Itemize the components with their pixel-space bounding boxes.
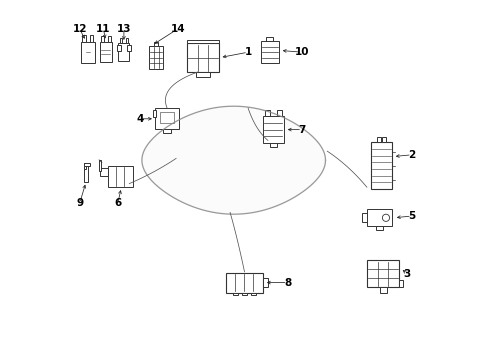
- Text: 12: 12: [72, 24, 87, 34]
- Bar: [107, 166, 133, 187]
- Text: 5: 5: [407, 211, 415, 221]
- Bar: [251, 292, 255, 295]
- Bar: [263, 116, 283, 143]
- Bar: [84, 163, 86, 169]
- Bar: [366, 260, 399, 287]
- Bar: [127, 45, 130, 51]
- Bar: [163, 129, 171, 133]
- Bar: [370, 142, 391, 189]
- Text: 7: 7: [298, 125, 305, 135]
- Bar: [362, 213, 366, 222]
- Bar: [242, 292, 246, 295]
- Bar: [265, 37, 273, 41]
- Bar: [381, 137, 385, 142]
- Bar: [120, 38, 122, 43]
- Text: 3: 3: [403, 269, 410, 279]
- Text: 2: 2: [407, 150, 415, 160]
- Bar: [375, 226, 382, 230]
- Bar: [233, 292, 237, 295]
- Bar: [84, 163, 90, 166]
- Bar: [269, 143, 276, 148]
- Text: 10: 10: [294, 47, 309, 57]
- Bar: [155, 108, 179, 129]
- Text: 11: 11: [96, 24, 110, 34]
- Bar: [125, 38, 128, 43]
- Text: 4: 4: [136, 114, 143, 124]
- Text: 8: 8: [284, 278, 291, 288]
- Bar: [264, 110, 269, 116]
- Text: 1: 1: [244, 47, 251, 57]
- Polygon shape: [142, 106, 325, 214]
- Bar: [376, 137, 380, 142]
- Bar: [100, 42, 112, 62]
- Bar: [366, 209, 392, 226]
- Bar: [99, 160, 101, 171]
- Bar: [186, 40, 219, 43]
- Bar: [101, 36, 104, 42]
- Bar: [108, 36, 111, 42]
- Bar: [379, 287, 386, 293]
- Bar: [81, 42, 95, 63]
- Bar: [260, 41, 278, 63]
- Bar: [226, 273, 262, 292]
- Bar: [118, 43, 129, 61]
- Text: 6: 6: [114, 198, 121, 208]
- Bar: [276, 110, 282, 116]
- Text: 9: 9: [76, 198, 83, 208]
- Text: 13: 13: [117, 24, 131, 34]
- Bar: [196, 72, 210, 77]
- Text: 14: 14: [170, 24, 185, 34]
- Bar: [186, 43, 219, 72]
- Bar: [117, 45, 121, 51]
- Bar: [152, 110, 156, 117]
- Bar: [82, 35, 85, 42]
- Bar: [154, 42, 158, 46]
- Bar: [399, 280, 402, 287]
- Bar: [100, 168, 108, 176]
- Bar: [84, 166, 88, 182]
- Bar: [262, 278, 267, 287]
- Bar: [149, 46, 163, 69]
- Bar: [90, 35, 93, 42]
- Bar: [160, 112, 174, 123]
